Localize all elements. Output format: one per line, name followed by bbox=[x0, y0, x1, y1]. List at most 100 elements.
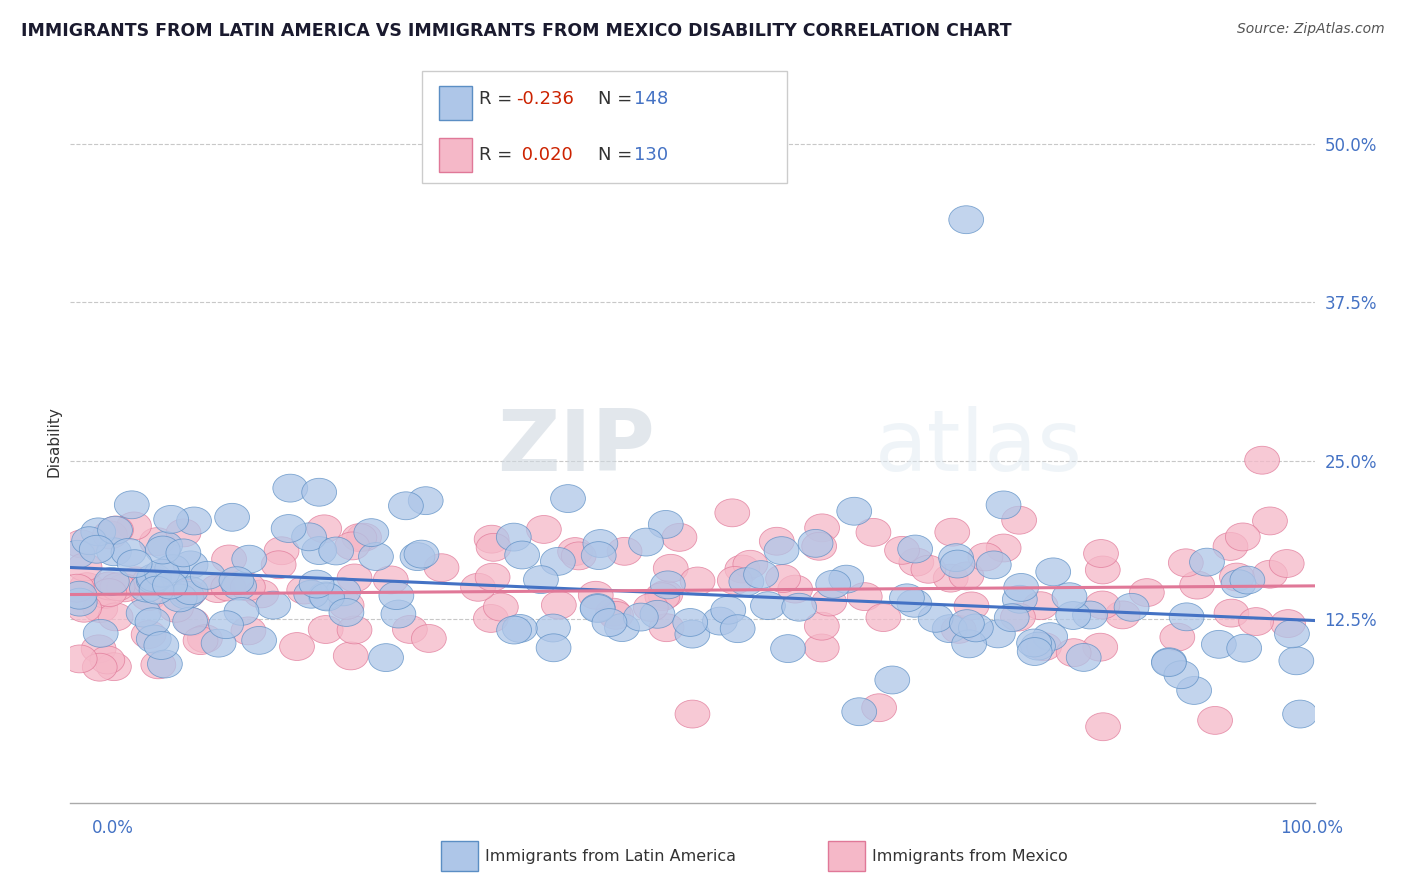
Ellipse shape bbox=[148, 532, 183, 559]
Ellipse shape bbox=[222, 572, 256, 600]
Ellipse shape bbox=[898, 549, 934, 576]
Ellipse shape bbox=[173, 551, 208, 579]
Ellipse shape bbox=[337, 616, 373, 644]
Ellipse shape bbox=[215, 503, 249, 532]
Ellipse shape bbox=[139, 576, 174, 604]
Ellipse shape bbox=[890, 584, 924, 612]
Ellipse shape bbox=[496, 524, 531, 551]
Ellipse shape bbox=[256, 591, 291, 619]
Ellipse shape bbox=[264, 537, 299, 565]
Ellipse shape bbox=[1270, 549, 1305, 577]
Ellipse shape bbox=[1152, 648, 1187, 676]
Ellipse shape bbox=[935, 518, 970, 546]
Ellipse shape bbox=[83, 619, 118, 648]
Text: N =: N = bbox=[598, 90, 637, 108]
Ellipse shape bbox=[897, 590, 932, 617]
Ellipse shape bbox=[380, 582, 413, 609]
Ellipse shape bbox=[551, 484, 585, 513]
Ellipse shape bbox=[477, 533, 510, 561]
Ellipse shape bbox=[412, 624, 446, 652]
Ellipse shape bbox=[243, 580, 278, 607]
Ellipse shape bbox=[136, 564, 172, 591]
Ellipse shape bbox=[211, 573, 246, 601]
Ellipse shape bbox=[1056, 601, 1091, 630]
Ellipse shape bbox=[884, 536, 920, 565]
Ellipse shape bbox=[986, 491, 1021, 519]
Ellipse shape bbox=[212, 545, 246, 573]
Ellipse shape bbox=[607, 537, 643, 566]
Ellipse shape bbox=[89, 581, 122, 608]
Ellipse shape bbox=[804, 612, 839, 640]
Ellipse shape bbox=[778, 575, 813, 603]
Ellipse shape bbox=[1026, 632, 1062, 661]
Ellipse shape bbox=[354, 518, 388, 547]
Ellipse shape bbox=[173, 577, 208, 605]
Text: 100.0%: 100.0% bbox=[1279, 819, 1343, 837]
Ellipse shape bbox=[141, 651, 176, 679]
Ellipse shape bbox=[117, 512, 152, 540]
Ellipse shape bbox=[1189, 549, 1225, 576]
Text: 130: 130 bbox=[634, 146, 668, 164]
Ellipse shape bbox=[72, 527, 107, 555]
Ellipse shape bbox=[1213, 533, 1249, 560]
Ellipse shape bbox=[172, 580, 205, 607]
Ellipse shape bbox=[368, 644, 404, 672]
Ellipse shape bbox=[474, 605, 509, 632]
Ellipse shape bbox=[232, 545, 267, 574]
Ellipse shape bbox=[1036, 558, 1070, 586]
Ellipse shape bbox=[67, 553, 103, 581]
Ellipse shape bbox=[1253, 560, 1288, 588]
Ellipse shape bbox=[461, 574, 495, 601]
Ellipse shape bbox=[404, 541, 439, 568]
Ellipse shape bbox=[1170, 603, 1204, 631]
Ellipse shape bbox=[536, 614, 571, 642]
Text: R =: R = bbox=[479, 146, 519, 164]
Ellipse shape bbox=[856, 518, 891, 546]
Ellipse shape bbox=[1244, 446, 1279, 475]
Ellipse shape bbox=[561, 542, 596, 570]
Ellipse shape bbox=[1180, 571, 1215, 599]
Ellipse shape bbox=[97, 516, 132, 544]
Ellipse shape bbox=[623, 603, 658, 631]
Ellipse shape bbox=[80, 518, 115, 546]
Ellipse shape bbox=[143, 632, 179, 659]
Ellipse shape bbox=[114, 491, 149, 519]
Ellipse shape bbox=[302, 478, 336, 506]
Ellipse shape bbox=[287, 576, 322, 604]
Ellipse shape bbox=[766, 565, 800, 592]
Ellipse shape bbox=[1001, 507, 1036, 534]
Ellipse shape bbox=[98, 603, 134, 631]
Ellipse shape bbox=[59, 574, 94, 602]
Ellipse shape bbox=[581, 541, 616, 569]
Ellipse shape bbox=[1018, 638, 1052, 665]
Ellipse shape bbox=[1168, 549, 1204, 577]
Ellipse shape bbox=[100, 573, 135, 600]
Ellipse shape bbox=[540, 548, 575, 575]
Ellipse shape bbox=[1024, 591, 1057, 620]
Text: Immigrants from Mexico: Immigrants from Mexico bbox=[872, 849, 1067, 863]
Ellipse shape bbox=[728, 567, 763, 596]
Ellipse shape bbox=[770, 635, 806, 663]
Ellipse shape bbox=[66, 594, 101, 623]
Ellipse shape bbox=[69, 573, 104, 600]
Ellipse shape bbox=[153, 506, 188, 533]
Ellipse shape bbox=[628, 528, 664, 556]
Ellipse shape bbox=[1202, 631, 1236, 658]
Ellipse shape bbox=[1198, 706, 1233, 734]
Ellipse shape bbox=[1164, 661, 1199, 689]
Ellipse shape bbox=[308, 582, 343, 610]
Ellipse shape bbox=[744, 561, 779, 589]
Ellipse shape bbox=[183, 627, 218, 655]
Ellipse shape bbox=[242, 626, 277, 655]
Ellipse shape bbox=[307, 515, 342, 542]
Ellipse shape bbox=[650, 614, 683, 641]
Ellipse shape bbox=[219, 566, 254, 595]
Ellipse shape bbox=[875, 666, 910, 694]
Text: IMMIGRANTS FROM LATIN AMERICA VS IMMIGRANTS FROM MEXICO DISABILITY CORRELATION C: IMMIGRANTS FROM LATIN AMERICA VS IMMIGRA… bbox=[21, 22, 1012, 40]
Ellipse shape bbox=[475, 563, 510, 591]
Ellipse shape bbox=[830, 566, 863, 593]
Text: Immigrants from Latin America: Immigrants from Latin America bbox=[485, 849, 737, 863]
Ellipse shape bbox=[1001, 603, 1035, 631]
Ellipse shape bbox=[83, 653, 117, 681]
Ellipse shape bbox=[97, 653, 131, 681]
